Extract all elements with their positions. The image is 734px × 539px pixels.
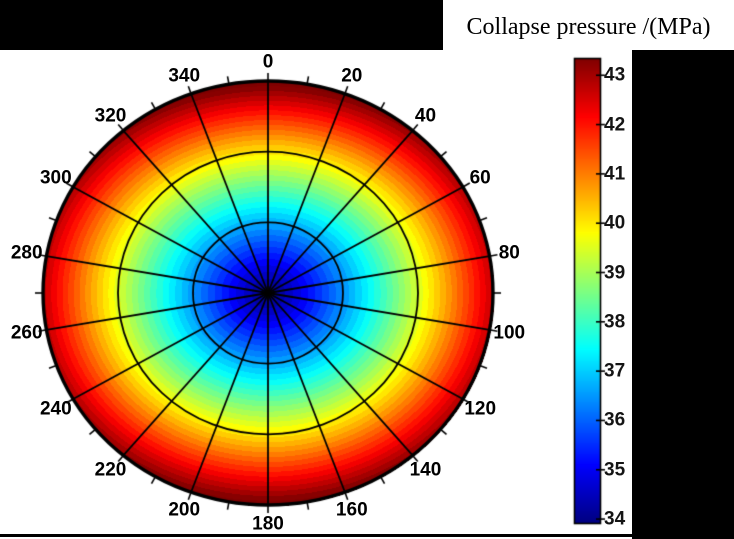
- angle-label-340: 340: [168, 65, 201, 87]
- colorbar-tick-label-38: 38: [604, 311, 626, 333]
- angle-label-60: 60: [469, 167, 491, 188]
- angle-label-100: 100: [493, 322, 526, 344]
- colorbar-canvas: [571, 54, 609, 532]
- angle-label-140: 140: [409, 459, 442, 481]
- angle-label-80: 80: [498, 242, 520, 264]
- colorbar-tick-label-43: 43: [604, 64, 626, 86]
- angle-label-120: 120: [464, 398, 497, 419]
- angle-label-180: 180: [252, 513, 284, 535]
- angle-label-40: 40: [414, 105, 437, 127]
- colorbar-tick-label-42: 42: [604, 114, 626, 136]
- colorbar-tick-label-34: 34: [604, 508, 626, 530]
- angle-label-320: 320: [94, 105, 127, 127]
- colorbar-tick-label-37: 37: [604, 360, 626, 382]
- angle-label-300: 300: [39, 167, 72, 188]
- angle-label-220: 220: [94, 459, 127, 481]
- colorbar-tick-label-40: 40: [604, 212, 626, 234]
- angle-label-280: 280: [10, 242, 43, 264]
- angle-label-160: 160: [335, 499, 368, 521]
- angle-label-20: 20: [341, 65, 363, 87]
- colorbar-tick-label-41: 41: [604, 163, 626, 185]
- angle-label-0: 0: [262, 51, 274, 73]
- colorbar-tick-label-39: 39: [604, 262, 626, 283]
- colorbar-tick-label-35: 35: [604, 459, 626, 481]
- colorbar-tick-label-36: 36: [604, 409, 626, 431]
- angle-label-260: 260: [10, 322, 43, 344]
- angle-label-240: 240: [39, 398, 72, 419]
- angle-label-200: 200: [168, 499, 201, 521]
